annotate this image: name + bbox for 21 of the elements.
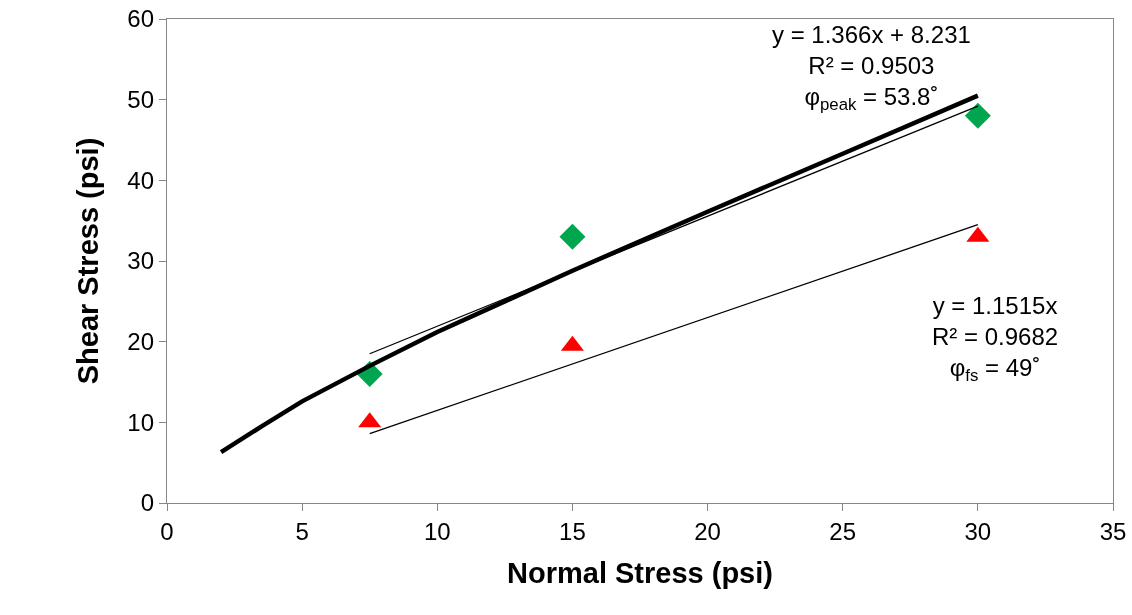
x-tick-label: 20 (694, 517, 721, 545)
y-tick-label: 20 (127, 328, 155, 356)
y-tick-label: 10 (127, 408, 155, 436)
annotation: y = 1.1515x R² = 0.9682 φ$_{fs}$ = 49˚ (932, 292, 1059, 386)
x-tick-label: 25 (829, 517, 857, 545)
y-axis-title: Shear Stress (psi) (71, 137, 104, 385)
x-tick-label: 30 (964, 517, 992, 545)
y-tick-label: 60 (127, 5, 155, 33)
point (559, 223, 586, 250)
y-tick-label: 50 (127, 86, 155, 114)
x-axis-title: Normal Stress (psi) (507, 556, 773, 589)
x-tick-label: 35 (1099, 517, 1127, 545)
point (964, 102, 991, 129)
x-tick-label: 10 (423, 517, 451, 545)
x-tick-label: 0 (160, 517, 174, 545)
x-tick-label: 15 (559, 517, 586, 545)
annotation: y = 1.366x + 8.231 R² = 0.9503 φ$_{peak}$ = 53.8˚ (772, 21, 971, 115)
x-tick-label: 5 (295, 517, 309, 545)
y-tick-label: 0 (140, 489, 155, 517)
y-tick-label: 30 (127, 247, 155, 275)
y-tick-label: 40 (127, 166, 155, 194)
